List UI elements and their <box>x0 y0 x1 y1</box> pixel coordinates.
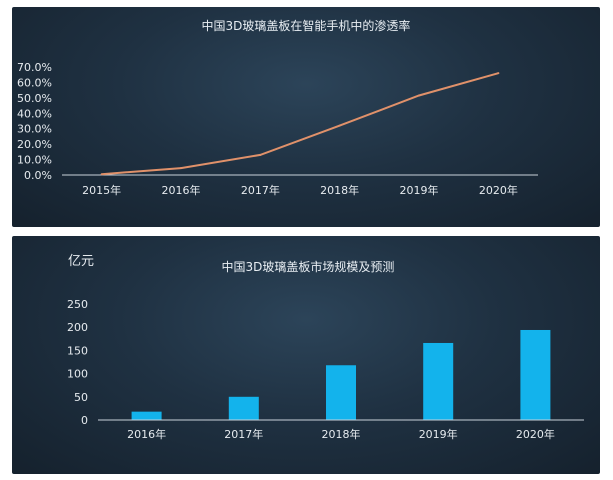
line-data-point <box>259 153 262 156</box>
line-y-tick-label: 40.0% <box>17 107 52 120</box>
bar-y-tick-label: 100 <box>67 368 88 381</box>
line-data-point <box>180 167 182 170</box>
line-x-tick-label: 2017年 <box>241 183 280 197</box>
bar-y-tick-label: 0 <box>81 414 88 427</box>
line-x-tick-label: 2016年 <box>162 183 201 197</box>
line-chart-title: 中国3D玻璃盖板在智能手机中的渗透率 <box>202 18 411 33</box>
bar-y-tick-label: 250 <box>67 298 88 311</box>
bar-x-tick-label: 2018年 <box>322 427 361 441</box>
line-x-tick-label: 2020年 <box>479 183 518 197</box>
line-x-tick-label: 2018年 <box>320 183 359 197</box>
bar-y-tick-label: 150 <box>67 344 88 357</box>
line-y-tick-label: 20.0% <box>17 138 52 151</box>
bar-x-tick-label: 2020年 <box>516 427 555 441</box>
bar-2018年 <box>326 365 356 420</box>
line-y-tick-label: 10.0% <box>17 154 52 167</box>
line-y-tick-label: 50.0% <box>17 92 52 105</box>
line-data-point <box>418 94 420 97</box>
bar-y-tick-label: 50 <box>74 391 88 404</box>
market-size-chart-panel: 亿元 中国3D玻璃盖板市场规模及预测 0 50 100 150 200 250 2016年… <box>12 236 600 474</box>
bar-x-tick-label: 2019年 <box>419 427 458 441</box>
bar-2017年 <box>228 396 259 420</box>
bar-chart-title: 中国3D玻璃盖板市场规模及预测 <box>222 259 395 274</box>
bar-y-tick-label: 200 <box>67 321 88 334</box>
bar-chart-unit-label: 亿元 <box>68 254 94 269</box>
line-y-tick-label: 30.0% <box>17 123 52 136</box>
line-data-point <box>100 173 103 176</box>
bar-2016年 <box>131 411 162 420</box>
bar-x-tick-label: 2016年 <box>127 427 166 441</box>
line-y-tick-label: 60.0% <box>17 76 52 89</box>
line-data-point <box>497 72 500 75</box>
penetration-chart-panel: 中国3D玻璃盖板在智能手机中的渗透率 0.0% 10.0% 20.0% 30.0% 40… <box>12 7 600 227</box>
line-x-tick-label: 2015年 <box>82 183 121 197</box>
bar-2020年 <box>520 329 551 420</box>
penetration-line-chart: 中国3D玻璃盖板在智能手机中的渗透率 0.0% 10.0% 20.0% 30.0% 40… <box>17 18 538 197</box>
series-line-penetration <box>101 72 499 176</box>
bar-x-tick-label: 2017年 <box>224 427 263 441</box>
line-data-point <box>338 124 341 127</box>
bar-2019年 <box>423 342 454 420</box>
line-y-tick-label: 0.0% <box>24 169 52 182</box>
line-x-tick-label: 2019年 <box>400 183 439 197</box>
market-size-bar-chart: 亿元 中国3D玻璃盖板市场规模及预测 0 50 100 150 200 250 2016年… <box>67 254 584 441</box>
line-y-tick-label: 70.0% <box>17 61 52 74</box>
